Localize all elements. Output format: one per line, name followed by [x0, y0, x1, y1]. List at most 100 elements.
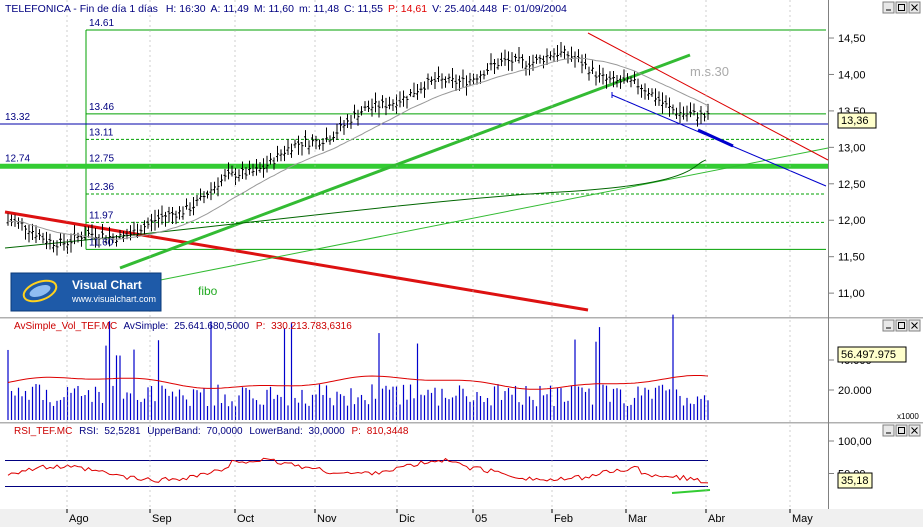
minimize-button[interactable]	[882, 319, 895, 332]
y-axis-line	[828, 0, 829, 509]
minimize-button[interactable]	[882, 424, 895, 437]
ma30-line	[7, 57, 709, 240]
ohlc-bar	[528, 56, 531, 76]
x-tick-label: Nov	[317, 513, 337, 525]
level-label: 13.32	[5, 112, 30, 123]
ohlc-field: M: 11,60	[254, 3, 294, 15]
downtrend-line-red	[587, 32, 829, 161]
volume-y-tick: 20.000	[838, 385, 872, 397]
ohlc-bar	[608, 71, 612, 84]
ohlc-bar	[668, 97, 671, 117]
ohlc-bar	[230, 165, 234, 177]
ohlc-bar	[31, 223, 34, 241]
x-tick-label: Ago	[69, 513, 89, 525]
ohlc-bar	[307, 140, 311, 155]
uptrend-line	[119, 53, 691, 270]
ohlc-bar	[132, 221, 136, 236]
fibo-level-label: 13.46	[89, 102, 114, 113]
ohlc-bar	[181, 206, 185, 220]
ohlc-bar	[619, 75, 622, 89]
ohlc-bar	[160, 205, 164, 225]
ohlc-bar	[661, 92, 664, 114]
ohlc-field: V: 25.404.448	[432, 3, 497, 15]
y-tick-label: 11,00	[838, 288, 865, 300]
ohlc-bar	[486, 63, 489, 75]
logo-globe-icon	[29, 284, 51, 298]
ohlc-bar	[584, 53, 587, 70]
ohlc-bar	[566, 51, 570, 64]
ohlc-bar	[696, 112, 699, 127]
ohlc-bar	[447, 73, 451, 84]
ohlc-bar	[174, 210, 178, 225]
ohlc-bar	[503, 49, 507, 66]
x-tick-label: Dic	[399, 513, 415, 525]
ohlc-bar	[206, 190, 209, 199]
ohlc-bar	[678, 102, 682, 124]
ohlc-bar	[416, 83, 419, 100]
ohlc-bar	[297, 135, 300, 155]
rsi-lower-value: 30,0000	[309, 426, 346, 437]
ohlc-bar	[692, 103, 696, 116]
maximize-icon	[898, 427, 905, 434]
y-tick-label: 14,00	[838, 69, 866, 81]
logo-url: www.visualchart.com	[71, 294, 156, 304]
close-icon	[911, 322, 918, 329]
ohlc-bar	[195, 195, 199, 207]
ohlc-bar	[545, 48, 549, 65]
ohlc-bar	[489, 53, 493, 71]
y-tick-label: 14,50	[838, 33, 866, 45]
ohlc-bar	[657, 91, 661, 106]
ohlc-bar	[664, 95, 668, 108]
maximize-button[interactable]	[895, 424, 908, 437]
ohlc-bar	[622, 69, 626, 84]
ohlc-bar	[706, 103, 710, 120]
level-label: 12.74	[5, 153, 30, 164]
ohlc-bar	[349, 114, 353, 129]
rsi-last-badge: 35,18	[837, 472, 873, 489]
ohlc-bar	[479, 70, 482, 84]
price-labels: 14,5014,0013,5013,0012,5012,0011,5011,00…	[5, 18, 866, 300]
ohlc-bar	[468, 72, 472, 87]
maximize-button[interactable]	[895, 319, 908, 332]
ohlc-bar	[293, 139, 297, 149]
ohlc-field: m: 11,48	[299, 3, 339, 15]
ohlc-bar	[514, 53, 517, 62]
ohlc-bar	[41, 232, 45, 244]
ohlc-bar	[38, 229, 41, 240]
ohlc-bar	[458, 75, 461, 91]
ohlc-bar	[535, 54, 538, 64]
ohlc-bar	[314, 135, 318, 150]
rsi-trendline	[671, 489, 711, 494]
ohlc-bar	[55, 240, 59, 256]
maximize-button[interactable]	[895, 1, 908, 14]
ohlc-bar	[367, 100, 370, 112]
logo-swoosh-icon	[22, 279, 58, 303]
ohlc-bar	[115, 235, 118, 247]
volume-chart: 40.00020.000	[7, 314, 872, 420]
rsi-badge-box	[837, 472, 873, 489]
ohlc-bar	[304, 130, 307, 148]
ohlc-bar	[178, 206, 181, 220]
ohlc-bar	[318, 139, 321, 150]
fibo-level-label: 11.60	[89, 237, 114, 248]
ohlc-bar	[251, 163, 255, 177]
minimize-button[interactable]	[882, 1, 895, 14]
ohlc-bar	[612, 70, 615, 88]
rsi-p-value: 810,3448	[367, 426, 409, 437]
price-badge-text: 13,36	[841, 115, 869, 127]
ohlc-bar	[454, 74, 458, 91]
x-tick-label: Abr	[708, 513, 725, 525]
ohlc-bar	[34, 225, 38, 244]
panel-divider	[0, 317, 923, 319]
ohlc-bar	[146, 217, 150, 229]
ohlc-bar	[346, 114, 349, 128]
y-tick-label: 11,50	[838, 252, 865, 264]
ohlc-bar	[629, 76, 633, 88]
ohlc-bar	[398, 91, 402, 108]
y-tick-label: 12,00	[838, 215, 866, 227]
ohlc-bar	[339, 116, 342, 132]
volume-avg-value: 25.641.680,5000	[174, 321, 250, 332]
ohlc-bar	[636, 78, 640, 95]
ohlc-bar	[419, 82, 423, 94]
ohlc-bar	[220, 174, 223, 187]
